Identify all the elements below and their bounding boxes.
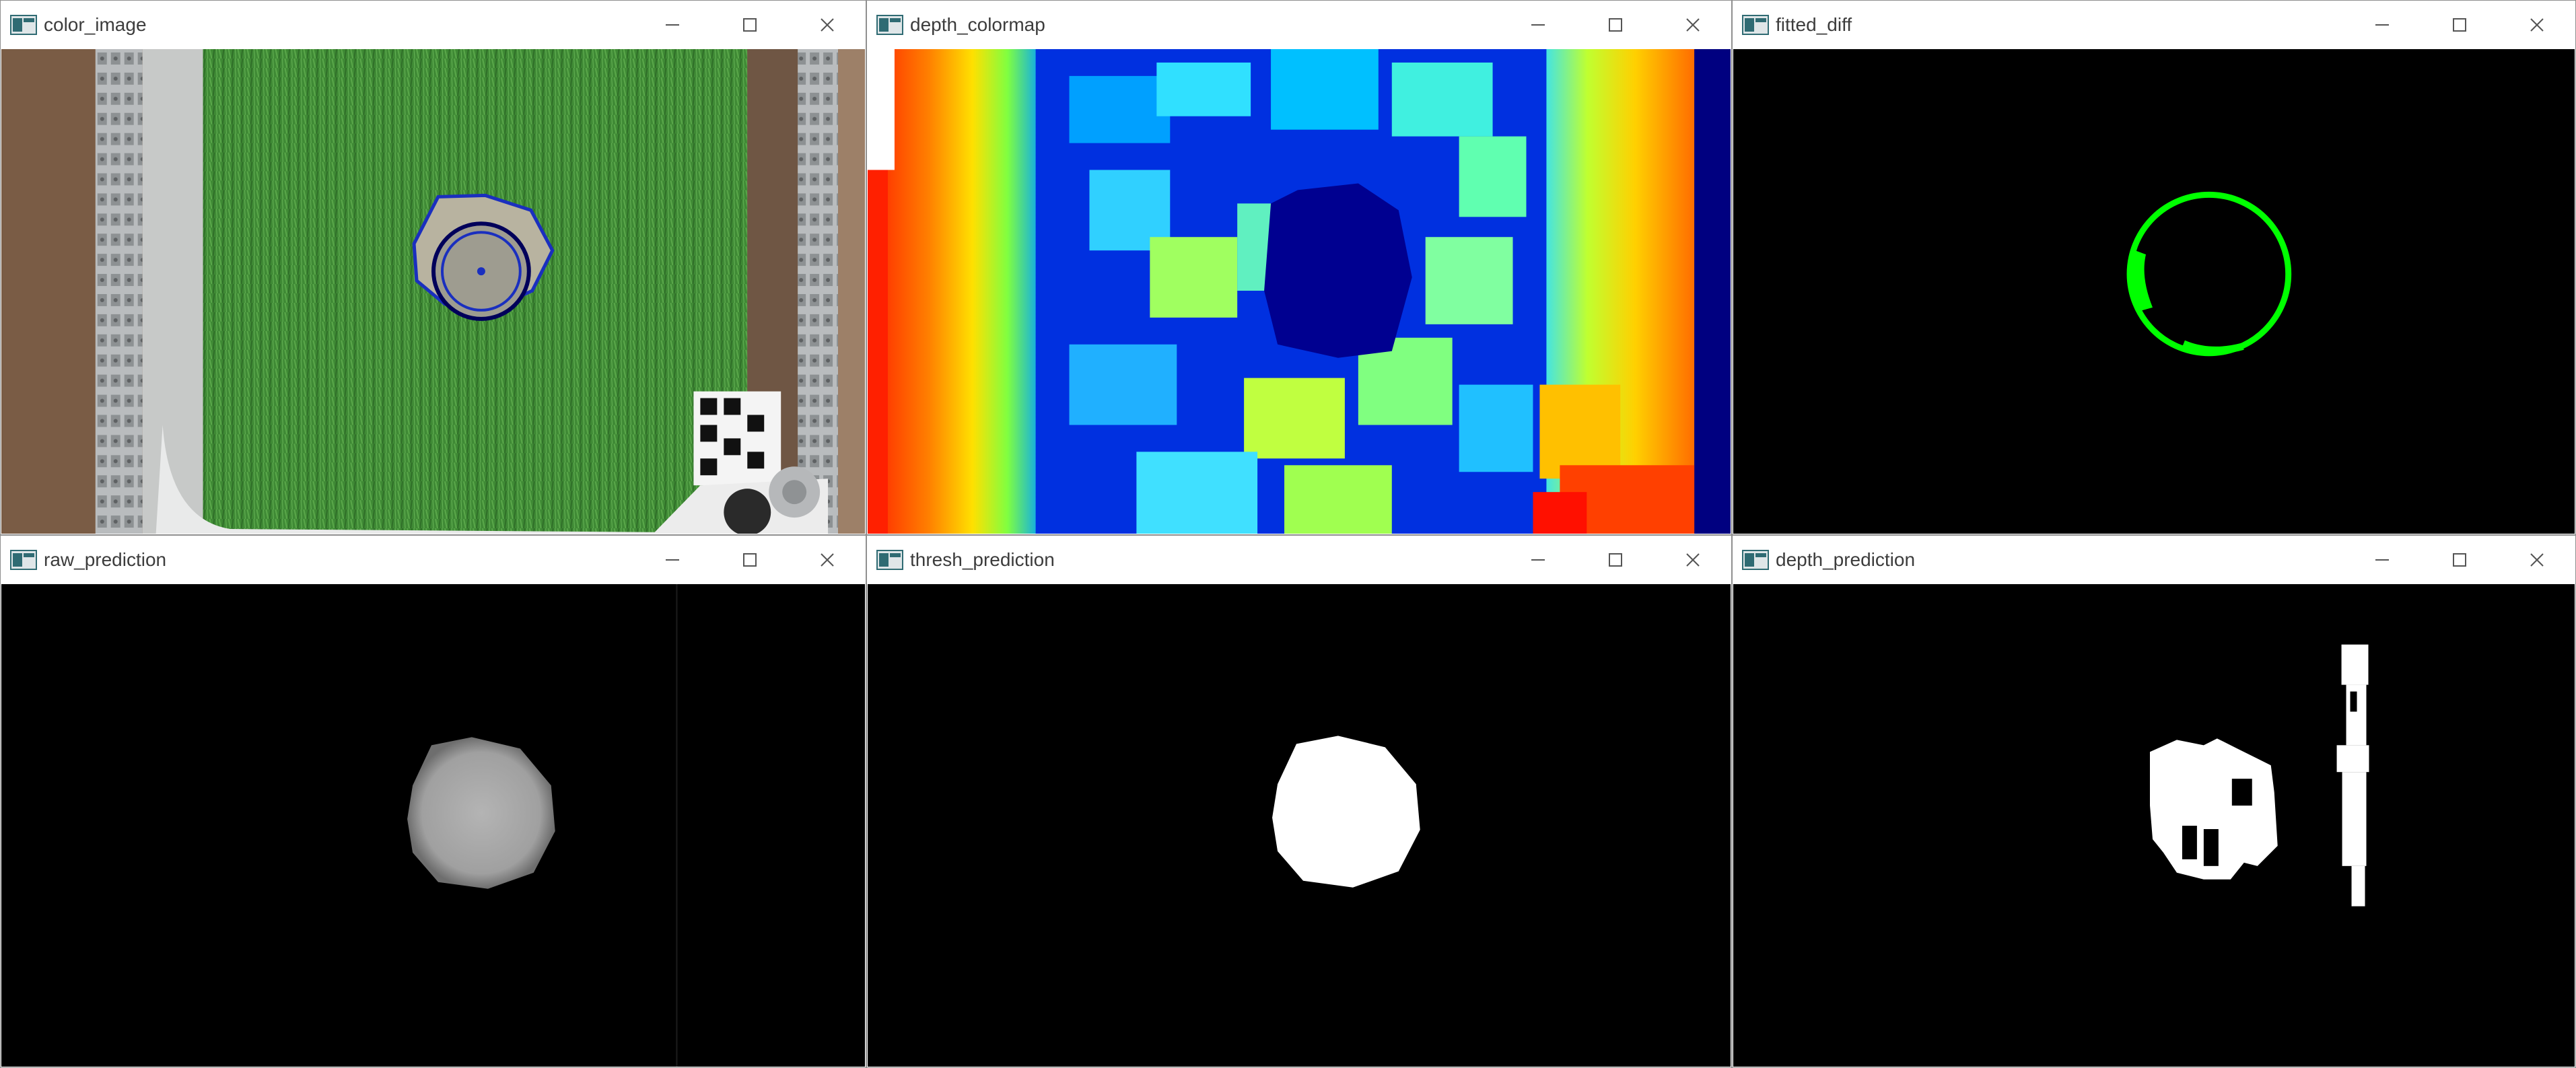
window-title: depth_colormap <box>910 14 1045 35</box>
image-view <box>1733 49 2575 534</box>
window-color-image[interactable]: color_image <box>0 0 866 535</box>
window-raw-prediction[interactable]: raw_prediction <box>0 535 866 1068</box>
titlebar[interactable]: fitted_diff <box>1733 1 2575 48</box>
window-title: raw_prediction <box>44 549 167 570</box>
app-window-icon <box>10 550 37 570</box>
minimize-button[interactable] <box>2343 536 2421 583</box>
minimize-icon <box>1531 559 1545 561</box>
close-button[interactable] <box>1654 1 1731 48</box>
close-button[interactable] <box>2498 536 2575 583</box>
minimize-button[interactable] <box>633 536 711 583</box>
close-button[interactable] <box>1654 536 1731 583</box>
close-button[interactable] <box>2498 1 2575 48</box>
maximize-icon <box>1608 17 1622 32</box>
close-icon <box>2530 553 2544 567</box>
minimize-icon <box>2375 559 2389 561</box>
window-depth-prediction[interactable]: depth_prediction <box>1732 535 2576 1068</box>
minimize-button[interactable] <box>633 1 711 48</box>
close-button[interactable] <box>788 1 866 48</box>
close-icon <box>820 17 834 32</box>
minimize-button[interactable] <box>1499 536 1576 583</box>
app-window-icon <box>10 15 37 35</box>
titlebar[interactable]: raw_prediction <box>1 536 866 583</box>
window-thresh-prediction[interactable]: thresh_prediction <box>866 535 1732 1068</box>
close-icon <box>1685 17 1700 32</box>
raw-prediction-canvas <box>1 584 865 1067</box>
minimize-button[interactable] <box>1499 1 1576 48</box>
close-icon <box>820 553 834 567</box>
minimize-button[interactable] <box>2343 1 2421 48</box>
image-view <box>1733 584 2575 1067</box>
window-title: color_image <box>44 14 147 35</box>
titlebar[interactable]: color_image <box>1 1 866 48</box>
color-image-canvas <box>1 49 865 534</box>
maximize-button[interactable] <box>1576 536 1654 583</box>
minimize-icon <box>1531 24 1545 26</box>
maximize-icon <box>742 553 757 567</box>
minimize-icon <box>665 24 679 26</box>
window-depth-colormap[interactable]: depth_colormap <box>866 0 1732 535</box>
titlebar[interactable]: thresh_prediction <box>867 536 1731 583</box>
maximize-icon <box>2452 17 2466 32</box>
maximize-button[interactable] <box>2421 1 2498 48</box>
maximize-button[interactable] <box>711 1 788 48</box>
minimize-icon <box>2375 24 2389 26</box>
depth-prediction-canvas <box>1733 584 2575 1067</box>
app-window-icon <box>1742 15 1769 35</box>
close-button[interactable] <box>788 536 866 583</box>
window-title: thresh_prediction <box>910 549 1055 570</box>
close-icon <box>1685 553 1700 567</box>
maximize-icon <box>742 17 757 32</box>
app-window-icon <box>1742 550 1769 570</box>
image-view <box>868 49 1731 534</box>
maximize-button[interactable] <box>2421 536 2498 583</box>
image-view <box>1 49 865 534</box>
maximize-icon <box>1608 553 1622 567</box>
thresh-prediction-canvas <box>868 584 1731 1067</box>
minimize-icon <box>665 559 679 561</box>
window-title: depth_prediction <box>1776 549 1916 570</box>
fitted-diff-canvas <box>1733 49 2575 534</box>
app-window-icon <box>876 550 903 570</box>
maximize-icon <box>2452 553 2466 567</box>
app-window-icon <box>876 15 903 35</box>
image-view <box>1 584 865 1067</box>
window-title: fitted_diff <box>1776 14 1852 35</box>
titlebar[interactable]: depth_prediction <box>1733 536 2575 583</box>
maximize-button[interactable] <box>711 536 788 583</box>
depth-colormap-canvas <box>868 49 1731 534</box>
close-icon <box>2530 17 2544 32</box>
image-view <box>868 584 1731 1067</box>
maximize-button[interactable] <box>1576 1 1654 48</box>
window-fitted-diff[interactable]: fitted_diff <box>1732 0 2576 535</box>
titlebar[interactable]: depth_colormap <box>867 1 1731 48</box>
